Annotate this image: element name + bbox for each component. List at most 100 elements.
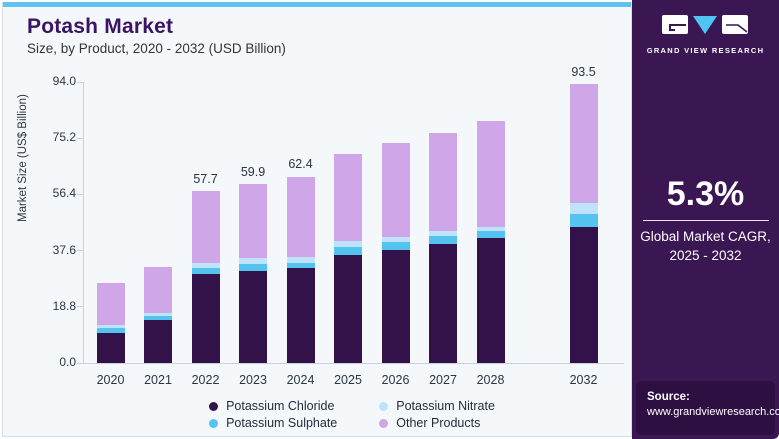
- bar-2027-segment-potassium-sulphate: [429, 235, 457, 245]
- bar-2026-segment-potassium-chloride: [381, 249, 410, 363]
- bar-2020-segment-other-products: [96, 283, 125, 326]
- legend-item-label: Potassium Sulphate: [226, 416, 338, 430]
- brand-name: GRAND VIEW RESEARCH: [646, 46, 765, 55]
- source-panel: Source: www.grandviewresearch.com: [636, 381, 779, 435]
- bar-2023-segment-potassium-nitrate: [239, 258, 267, 264]
- y-axis-label-56.4: 56.4: [52, 186, 76, 201]
- x-axis-label-2026: 2026: [381, 373, 410, 387]
- bar-2020-segment-potassium-sulphate: [96, 328, 125, 334]
- cagr-divider: [642, 220, 769, 222]
- bar-2024-segment-other-products: [286, 176, 315, 257]
- bar-2020-segment-potassium-nitrate: [96, 325, 125, 329]
- bar-2020-segment-potassium-chloride: [96, 333, 125, 363]
- brand-logo: GRAND VIEW RESEARCH: [632, 12, 779, 55]
- bar-2028: [476, 121, 505, 363]
- bar-2027: [429, 132, 457, 363]
- legend-dot-potassium-nitrate: [379, 401, 389, 411]
- source-label: Source:: [647, 391, 690, 403]
- y-tick-37.6: [77, 250, 84, 252]
- bar-value-label-2032: 93.5: [571, 64, 596, 79]
- bar-2021-segment-potassium-sulphate: [144, 316, 172, 320]
- bar-2022-segment-potassium-nitrate: [191, 262, 220, 268]
- bar-2025-segment-potassium-nitrate: [334, 241, 362, 247]
- bar-2024-segment-potassium-nitrate: [286, 256, 315, 263]
- logo-v-triangle: [692, 16, 717, 34]
- bar-2026: [381, 143, 410, 363]
- legend-item-label: Potassium Chloride: [226, 399, 335, 413]
- bar-2032-segment-potassium-nitrate: [569, 202, 598, 214]
- bar-2022-segment-potassium-chloride: [191, 273, 220, 363]
- bar-2027-segment-other-products: [429, 132, 457, 231]
- bar-2026-segment-potassium-sulphate: [381, 242, 410, 250]
- cagr-caption-line2: 2025 - 2032: [669, 247, 742, 263]
- cagr-caption-line1: Global Market CAGR,: [640, 229, 771, 245]
- x-axis-label-2027: 2027: [429, 373, 457, 387]
- logo-r-glyph: [725, 24, 747, 33]
- bar-2028-segment-other-products: [476, 121, 505, 227]
- bar-2021-segment-potassium-chloride: [144, 319, 172, 363]
- chart-legend: Potassium Chloride Potassium Nitrate Potas…: [83, 399, 621, 430]
- bar-2032-segment-potassium-sulphate: [569, 213, 598, 227]
- y-tick-94.0: [77, 81, 84, 83]
- y-axis-label-75.2: 75.2: [52, 130, 76, 145]
- legend-dot-other-products: [379, 418, 389, 428]
- bar-2021-segment-other-products: [144, 267, 172, 314]
- bar-2023: [239, 183, 267, 363]
- y-tick-0.0: [77, 362, 84, 364]
- y-axis-label-37.6: 37.6: [52, 242, 76, 257]
- bar-2028-segment-potassium-nitrate: [476, 226, 505, 232]
- bar-2022-segment-other-products: [191, 190, 220, 263]
- bar-2027-segment-potassium-chloride: [429, 244, 457, 363]
- bar-2032-segment-other-products: [569, 83, 598, 203]
- bar-2032-segment-potassium-chloride: [569, 226, 598, 363]
- bar-2028-segment-potassium-chloride: [476, 238, 505, 363]
- bar-2020: [96, 283, 125, 363]
- stacked-bar-chart: 0.0 18.8 37.6 56.4 75.2 94.0 2020 2021 57.7 2022 5…: [53, 65, 624, 387]
- brand-sidebar: GRAND VIEW RESEARCH 5.3% Global Market C…: [632, 0, 779, 439]
- legend-item-potassium-nitrate: Potassium Nitrate: [379, 399, 495, 413]
- x-axis-label-2023: 2023: [239, 373, 267, 387]
- accent-stripe: [3, 2, 631, 7]
- legend-dot-potassium-sulphate: [209, 418, 219, 428]
- bar-2022: [191, 190, 220, 363]
- source-url: www.grandviewresearch.com: [647, 406, 779, 418]
- bar-2022-segment-potassium-sulphate: [191, 267, 220, 274]
- bar-2025-segment-other-products: [334, 153, 362, 242]
- y-axis-title: Market Size (US$ Billion): [17, 94, 29, 222]
- bar-value-label-2022: 57.7: [193, 171, 218, 186]
- bar-2021-segment-potassium-nitrate: [144, 313, 172, 317]
- bar-2023-segment-potassium-chloride: [239, 270, 267, 363]
- bar-2021: [144, 267, 172, 363]
- bar-2023-segment-other-products: [239, 183, 267, 259]
- bar-2024-segment-potassium-sulphate: [286, 262, 315, 268]
- bar-value-label-2023: 59.9: [240, 164, 266, 179]
- bar-2023-segment-potassium-sulphate: [239, 263, 267, 271]
- legend-item-potassium-sulphate: Potassium Sulphate: [209, 416, 337, 430]
- bar-2025-segment-potassium-sulphate: [334, 246, 362, 256]
- x-axis-label-2021: 2021: [144, 373, 172, 387]
- x-axis-label-2032: 2032: [569, 373, 598, 387]
- cagr-value: 5.3%: [666, 175, 745, 213]
- legend-item-label: Other Products: [396, 416, 481, 430]
- cagr-block: 5.3% Global Market CAGR, 2025 - 2032: [632, 175, 779, 265]
- x-axis-label-2025: 2025: [334, 373, 362, 387]
- legend-dot-potassium-chloride: [209, 401, 219, 411]
- bar-2026-segment-potassium-nitrate: [381, 237, 410, 243]
- legend-item-other-products: Other Products: [379, 416, 495, 430]
- legend-item-potassium-chloride: Potassium Chloride: [209, 399, 337, 413]
- gvr-logo-icon: [661, 15, 748, 34]
- chart-card: Potash Market Size, by Product, 2020 - 2…: [2, 2, 632, 437]
- y-tick-56.4: [77, 193, 84, 195]
- x-axis-label-2028: 2028: [476, 373, 505, 387]
- x-axis-label-2022: 2022: [191, 373, 220, 387]
- y-axis-label-94.0: 94.0: [52, 74, 76, 88]
- bar-2026-segment-other-products: [381, 143, 410, 238]
- bar-2024-segment-potassium-chloride: [286, 267, 315, 363]
- x-axis-label-2020: 2020: [96, 373, 125, 387]
- y-axis-label-18.8: 18.8: [52, 298, 76, 313]
- bar-2024: [286, 176, 315, 363]
- y-tick-18.8: [77, 306, 84, 308]
- y-tick-75.2: [77, 137, 84, 139]
- bar-2027-segment-potassium-nitrate: [429, 230, 457, 236]
